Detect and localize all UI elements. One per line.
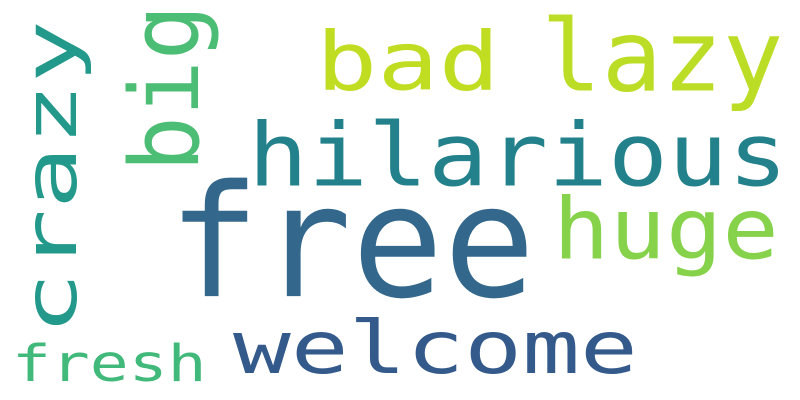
word-lazy: lazy <box>541 0 784 115</box>
word-free: free <box>168 152 536 334</box>
word-huge: huge <box>553 179 779 280</box>
word-welcome: welcome <box>233 305 638 391</box>
word-bad: bad <box>316 14 500 109</box>
word-fresh: fresh <box>12 333 207 394</box>
word-crazy: crazy <box>8 20 94 335</box>
word-hilarious: hilarious <box>248 106 788 207</box>
word-big: big <box>109 4 221 173</box>
